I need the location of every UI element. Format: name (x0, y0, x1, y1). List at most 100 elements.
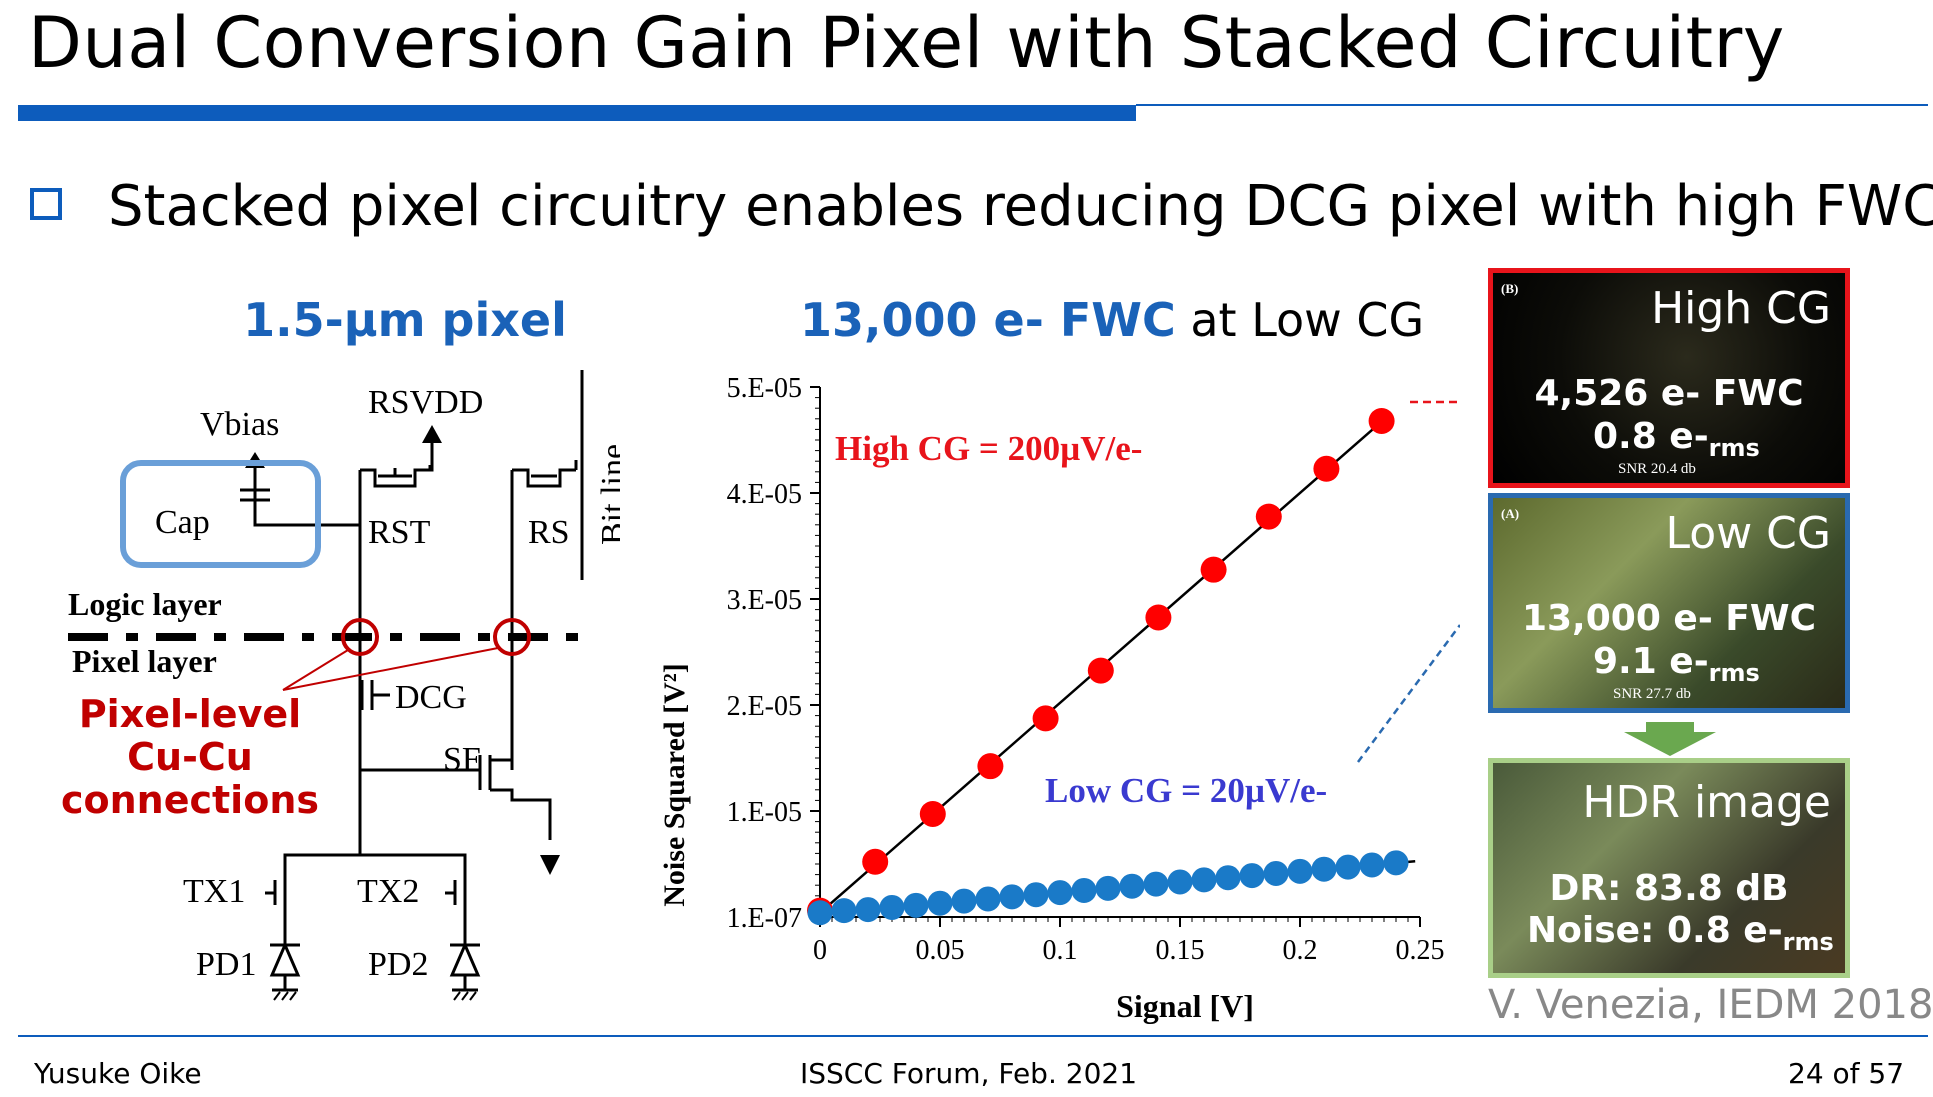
low-cg-annotation: Low CG = 20µV/e- (1045, 771, 1327, 810)
high-cg-point (1200, 556, 1227, 583)
slide-title: Dual Conversion Gain Pixel with Stacked … (28, 2, 1785, 84)
x-tick-label: 0.15 (1156, 935, 1205, 966)
low-cg-point (1191, 867, 1217, 893)
x-tick-label: 0.25 (1396, 935, 1445, 966)
high-cg-fwc: 4,526 e- FWC (1534, 373, 1804, 414)
high-cg-point (1032, 705, 1059, 732)
low-cg-point (807, 900, 833, 926)
logic-layer-label: Logic layer (68, 586, 222, 622)
high-cg-title: High CG (1651, 283, 1831, 334)
sf-label: SF (443, 741, 481, 778)
output-arrow-icon (540, 855, 560, 875)
cap-box (120, 460, 321, 568)
high-cg-snr: SNR 20.4 db (1618, 461, 1696, 477)
low-cg-point (1095, 875, 1121, 901)
high-cg-point (977, 753, 1004, 780)
high-cg-point (1145, 604, 1172, 631)
low-cg-point (1239, 863, 1265, 889)
cucu-connection-2 (493, 618, 531, 656)
rsvdd-label: RSVDD (368, 384, 483, 421)
chart-heading-bold: 13,000 e- FWC (800, 293, 1176, 347)
bullet-text: Stacked pixel circuitry enables reducing… (108, 174, 1933, 239)
chart-heading: 13,000 e- FWC at Low CG (800, 293, 1424, 347)
low-cg-point (1215, 865, 1241, 891)
cucu-connection-1 (341, 618, 379, 656)
low-cg-point (1311, 856, 1337, 882)
x-tick-label: 0.2 (1283, 935, 1318, 966)
footer-author: Yusuke Oike (34, 1057, 202, 1090)
low-cg-point (975, 886, 1001, 912)
y-tick-label: 5.E-05 (727, 373, 802, 404)
pixel-heading: 1.5-µm pixel (243, 293, 567, 347)
footer-divider (18, 1035, 1928, 1037)
y-tick-label: 4.E-05 (727, 479, 802, 510)
x-axis-label: Signal [V] (1116, 988, 1254, 1024)
low-cg-point (879, 894, 905, 920)
low-cg-point (1359, 852, 1385, 878)
low-cg-connector (1356, 624, 1460, 763)
low-cg-point (831, 898, 857, 924)
rst-label: RST (368, 514, 431, 551)
low-cg-title: Low CG (1665, 508, 1831, 559)
low-cg-fwc: 13,000 e- FWC (1521, 598, 1817, 639)
title-underline-thin (1136, 104, 1928, 106)
tx1-label: TX1 (183, 873, 245, 910)
low-cg-point (855, 897, 881, 923)
hdr-noise: Noise: 0.8 e-rms (1527, 910, 1834, 957)
pixel-layer-label: Pixel layer (72, 643, 217, 679)
x-tick-label: 0 (813, 935, 827, 966)
cucu-label-line3: connections (61, 778, 319, 822)
high-cg-point (1313, 455, 1340, 482)
high-cg-point (862, 848, 889, 875)
citation: V. Venezia, IEDM 2018 (1488, 982, 1933, 1028)
low-cg-point (1047, 880, 1073, 906)
low-cg-point (1335, 854, 1361, 880)
rsvdd-arrow-icon (422, 425, 442, 443)
low-cg-noise: 9.1 e-rms (1593, 641, 1760, 688)
low-cg-snr: SNR 27.7 db (1613, 686, 1691, 702)
y-tick-label: 3.E-05 (727, 585, 802, 616)
high-cg-point (1368, 407, 1395, 434)
cap-label: Cap (155, 504, 210, 541)
hdr-dr: DR: 83.8 dB (1549, 868, 1789, 909)
tx2-label: TX2 (357, 873, 419, 910)
low-cg-point (1023, 882, 1049, 908)
hdr-image: HDR image DR: 83.8 dB Noise: 0.8 e-rms (1488, 758, 1850, 978)
low-cg-point (1263, 860, 1289, 886)
low-cg-image: (A) Low CG 13,000 e- FWC 9.1 e-rms SNR 2… (1488, 493, 1850, 713)
high-cg-tag: (B) (1501, 281, 1519, 296)
vbias-label: Vbias (200, 406, 279, 443)
high-cg-image: (B) High CG 4,526 e- FWC 0.8 e-rms SNR 2… (1488, 268, 1850, 488)
low-cg-point (903, 892, 929, 918)
low-cg-tag: (A) (1501, 506, 1520, 521)
pd1-label: PD1 (196, 946, 256, 983)
title-underline (18, 105, 1136, 121)
footer-event: ISSCC Forum, Feb. 2021 (800, 1057, 1138, 1090)
bitline-label: Bit line (595, 444, 620, 545)
low-cg-point (1143, 871, 1169, 897)
hdr-title: HDR image (1582, 777, 1831, 828)
cucu-label-line1: Pixel-level (79, 692, 301, 736)
noise-vs-signal-chart: 1.E-07 1.E-05 2.E-05 3.E-05 4.E-05 5.E-05 0 0.0… (658, 373, 1460, 1024)
chart-heading-rest: at Low CG (1175, 293, 1425, 347)
y-tick-label: 1.E-05 (727, 797, 802, 828)
low-cg-point (927, 890, 953, 916)
high-cg-annotation: High CG = 200µV/e- (835, 429, 1142, 468)
y-tick-label: 2.E-05 (727, 691, 802, 722)
low-cg-point (1167, 869, 1193, 895)
x-tick-label: 0.1 (1043, 935, 1078, 966)
low-cg-point (1119, 873, 1145, 899)
dcg-label: DCG (395, 679, 467, 716)
bullet-square-icon (30, 188, 62, 220)
x-tick-label: 0.05 (916, 935, 965, 966)
y-tick-label: 1.E-07 (727, 903, 802, 934)
high-cg-point (1255, 503, 1282, 530)
low-cg-point (999, 884, 1025, 910)
high-cg-point (1087, 657, 1114, 684)
low-cg-point (1287, 858, 1313, 884)
pixel-circuit-diagram: Vbias RSVDD Cap RST RS Bit line Logic la… (61, 370, 620, 1001)
y-axis-label: Noise Squared [V²] (658, 663, 691, 906)
down-arrow-icon (1624, 722, 1716, 756)
cucu-label-line2: Cu-Cu (127, 735, 253, 779)
low-cg-point (951, 888, 977, 914)
